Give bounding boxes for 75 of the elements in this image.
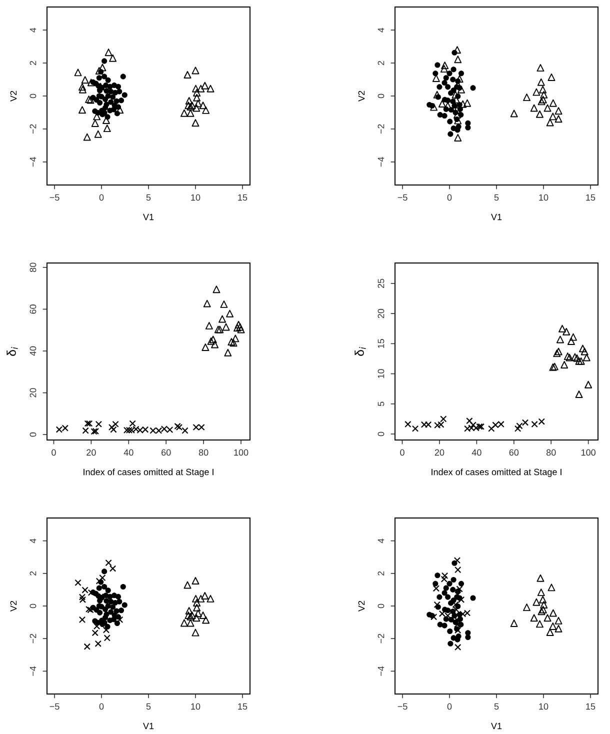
- x-tick-label: 0: [52, 449, 56, 456]
- y-tick-label: 0: [30, 432, 36, 437]
- x-tick-label: 60: [509, 449, 519, 456]
- x-tick-label: 20: [434, 449, 444, 456]
- y-axis-title: δ$_{i}$: [354, 346, 366, 356]
- y-tick-label: −4: [378, 666, 384, 676]
- y-axis-title: V2: [358, 600, 365, 612]
- y-axis-title: V2: [10, 600, 17, 612]
- x-axis-title: V1: [491, 722, 502, 730]
- y-tick-label: 2: [378, 60, 384, 66]
- x-axis-title: V1: [143, 214, 154, 220]
- y-tick-label: 4: [378, 28, 384, 32]
- x-tick-label: 5: [494, 703, 499, 710]
- y-tick-label: 4: [30, 538, 36, 544]
- y-tick-label: 2: [30, 60, 36, 66]
- y-tick-label: 20: [30, 388, 36, 398]
- y-tick-label: −2: [378, 124, 384, 134]
- x-tick-label: 40: [124, 449, 134, 456]
- y-tick-label: −4: [30, 157, 36, 167]
- y-tick-label: 25: [378, 278, 384, 288]
- y-tick-label: 0: [378, 432, 384, 436]
- y-tick-label: −2: [30, 634, 36, 644]
- y-tick-label: 15: [378, 339, 384, 348]
- x-axis-title: Index of cases omitted at Stage I: [84, 468, 214, 477]
- x-tick-label: 10: [539, 703, 548, 710]
- y-tick-label: −4: [378, 157, 384, 167]
- y-axis-title: δ$_{i}$: [6, 346, 18, 356]
- x-axis-title: V1: [491, 214, 502, 220]
- y-tick-label: 80: [30, 262, 36, 272]
- x-tick-label: 0: [447, 194, 452, 201]
- y-tick-label: 4: [378, 538, 384, 544]
- y-tick-label: 2: [30, 571, 36, 576]
- x-tick-label: 15: [238, 703, 248, 710]
- x-tick-label: 5: [146, 194, 151, 201]
- y-tick-label: 0: [30, 604, 36, 608]
- y-tick-label: −4: [30, 666, 36, 676]
- x-tick-label: 0: [99, 703, 104, 710]
- x-tick-label: 80: [546, 449, 556, 456]
- x-tick-label: 0: [447, 703, 452, 710]
- x-tick-label: 0: [99, 194, 104, 201]
- y-tick-label: 20: [378, 308, 384, 318]
- x-tick-label: 15: [586, 194, 596, 201]
- x-tick-label: 5: [146, 703, 151, 710]
- x-tick-label: 5: [494, 194, 499, 201]
- y-tick-label: −2: [30, 124, 36, 134]
- y-tick-label: −2: [378, 634, 384, 644]
- x-axis-title: V1: [143, 722, 154, 730]
- y-axis-title: V2: [358, 90, 365, 102]
- y-tick-label: 0: [30, 94, 36, 98]
- y-tick-label: 40: [30, 346, 36, 356]
- x-tick-label: 80: [198, 449, 208, 456]
- x-tick-label: 100: [581, 449, 596, 456]
- x-tick-label: 10: [191, 194, 200, 201]
- x-tick-label: −5: [50, 194, 60, 201]
- x-tick-label: 20: [86, 449, 96, 456]
- x-tick-label: 60: [162, 449, 171, 456]
- x-tick-label: 0: [400, 449, 404, 456]
- x-tick-label: 100: [234, 449, 248, 456]
- y-tick-label: 2: [378, 571, 384, 576]
- x-tick-label: −5: [50, 703, 60, 710]
- y-axis-title: V2: [10, 90, 17, 102]
- x-tick-label: −5: [398, 194, 408, 201]
- x-tick-label: 15: [238, 194, 248, 201]
- x-axis-title: Index of cases omitted at Stage I: [432, 468, 562, 477]
- x-tick-label: 15: [586, 703, 596, 710]
- y-tick-label: 10: [378, 369, 384, 378]
- y-tick-label: 60: [30, 304, 36, 314]
- x-tick-label: −5: [398, 703, 408, 710]
- y-tick-label: 4: [30, 28, 36, 32]
- x-tick-label: 10: [191, 703, 200, 710]
- y-tick-label: 5: [378, 402, 384, 406]
- x-tick-label: 40: [472, 449, 482, 456]
- y-tick-label: 0: [378, 604, 384, 608]
- y-tick-label: 0: [378, 94, 384, 98]
- x-tick-label: 10: [539, 194, 548, 201]
